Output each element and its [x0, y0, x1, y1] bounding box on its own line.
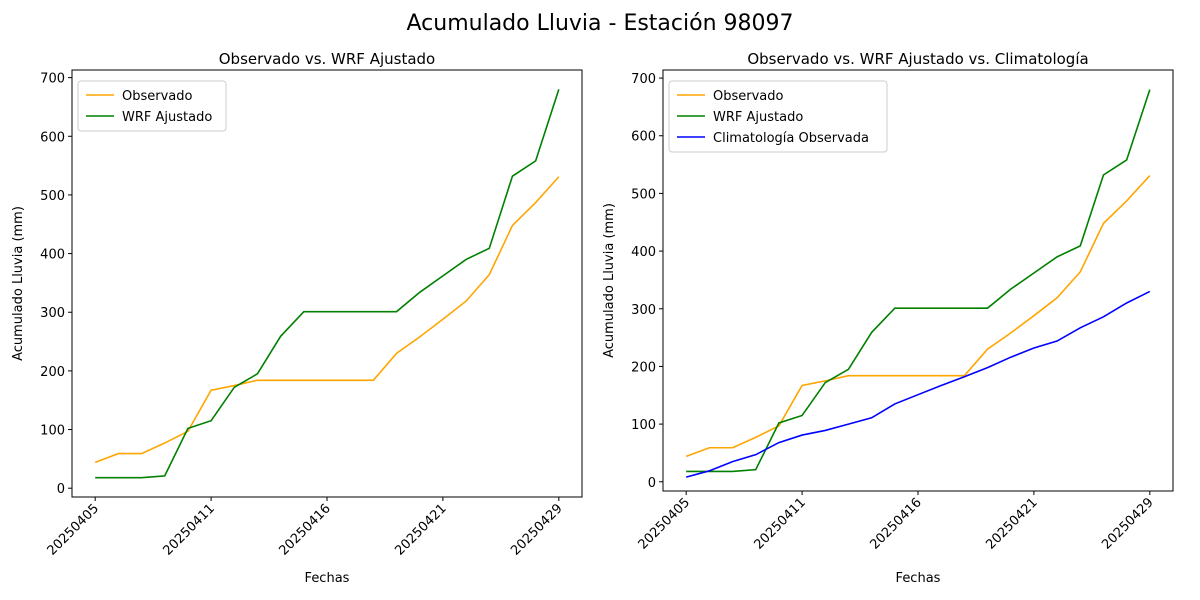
legend-box [668, 80, 888, 153]
x-axis-label: Fechas [305, 571, 350, 586]
y-tick-label: 500 [40, 189, 65, 204]
y-tick-label: 700 [631, 72, 656, 87]
plot-frame [662, 69, 1174, 492]
series-line [685, 175, 1151, 458]
series-line [685, 290, 1151, 478]
y-tick-label: 200 [40, 365, 65, 380]
chart-title: Observado vs. WRF Ajustado vs. Climatolo… [747, 50, 1088, 68]
y-tick-label: 300 [40, 306, 65, 321]
legend-label: Observado [122, 89, 193, 104]
legend-label: Observado [713, 89, 784, 104]
y-tick-label: 200 [631, 360, 656, 375]
legend-label: WRF Ajustado [122, 110, 212, 125]
y-tick-label: 100 [40, 424, 65, 439]
y-tick-label: 700 [40, 72, 65, 87]
y-tick-label: 400 [631, 245, 656, 260]
y-tick-label: 100 [631, 418, 656, 433]
legend-label: WRF Ajustado [713, 110, 803, 125]
figure-title: Acumulado Lluvia - Estación 98097 [407, 11, 794, 36]
y-tick-label: 0 [57, 482, 65, 497]
y-tick-label: 500 [631, 187, 656, 202]
y-tick-label: 600 [40, 130, 65, 145]
chart-title: Observado vs. WRF Ajustado [219, 50, 435, 68]
series-line [95, 89, 560, 479]
y-tick-label: 600 [631, 130, 656, 145]
legend-label: Climatología Observada [713, 131, 869, 146]
y-axis-label: Acumulado Lluvia (mm) [602, 203, 617, 358]
x-axis-label: Fechas [896, 571, 941, 586]
legend-box [77, 80, 227, 132]
series-line [94, 176, 560, 464]
plot-frame [71, 69, 583, 498]
y-tick-label: 300 [631, 303, 656, 318]
y-axis-label: Acumulado Lluvia (mm) [11, 206, 26, 361]
y-tick-label: 400 [40, 248, 65, 263]
series-line [686, 89, 1151, 473]
y-tick-label: 0 [648, 476, 656, 491]
